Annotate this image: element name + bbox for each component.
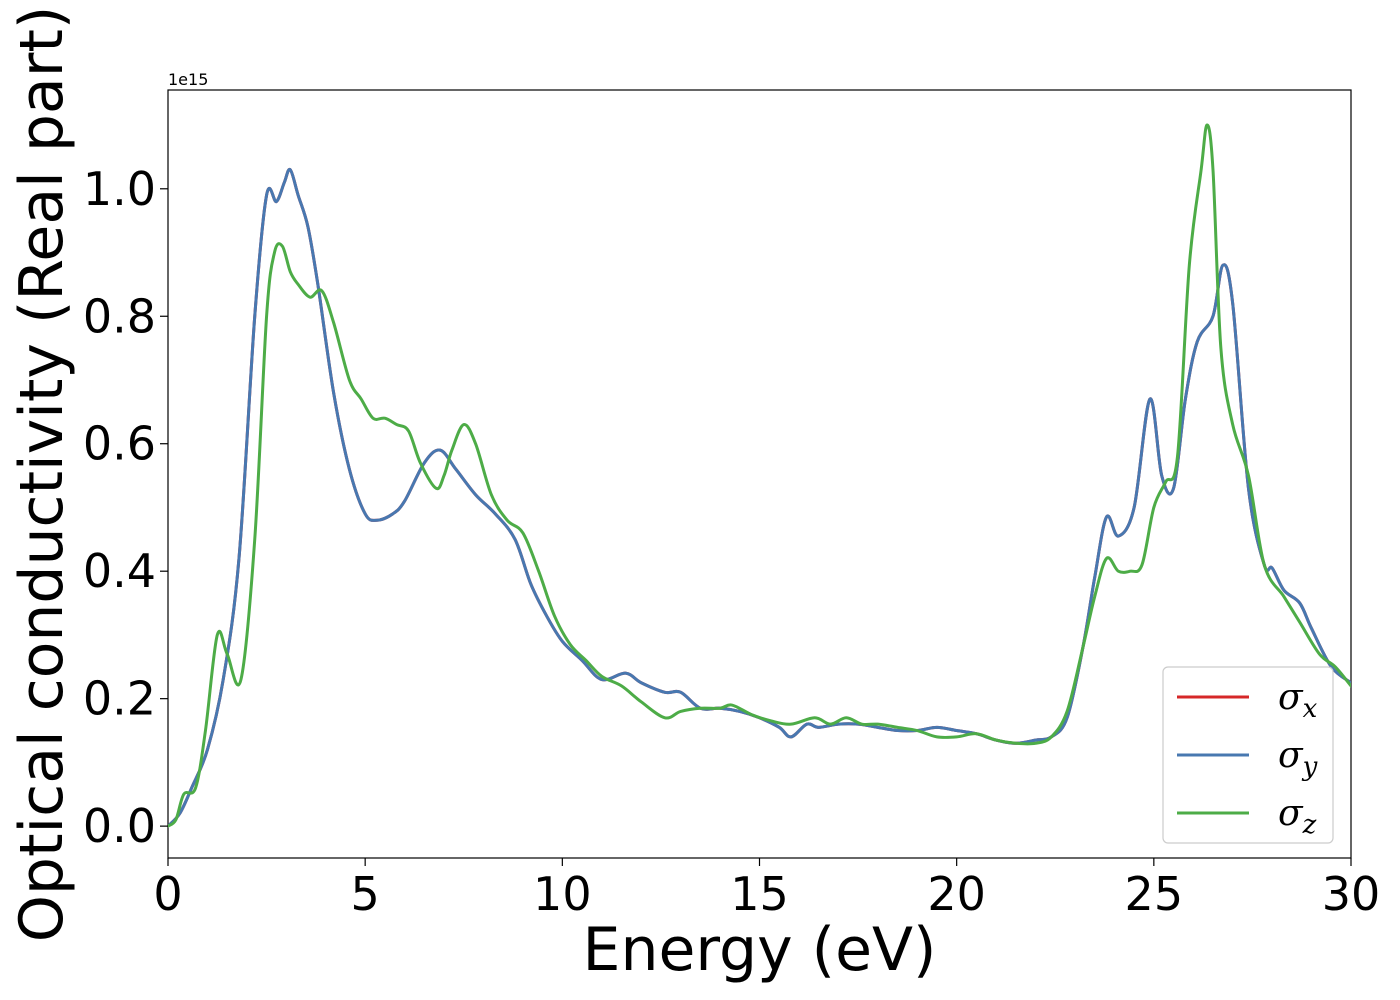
y-axis-ticks: 0.0 0.2 0.4 0.6 0.8 1.0 [83,162,168,853]
legend-label-y: σy [1278,735,1318,782]
x-tick-label: 5 [351,867,380,921]
y-tick-label: 1.0 [83,162,156,216]
x-axis-label: Energy (eV) [583,915,937,985]
y-axis-label: Optical conductivity (Real part) [7,6,77,943]
series-line-z [168,123,1351,828]
plot-area [167,89,1352,859]
x-tick-label: 0 [153,867,182,921]
x-axis-ticks: 0 5 10 15 20 25 30 [153,858,1380,921]
legend-label-z: σz [1278,793,1317,840]
x-tick-label: 20 [927,867,986,921]
y-tick-label: 0.4 [83,544,156,598]
y-tick-label: 0.0 [83,799,156,853]
series-lines [168,123,1351,828]
y-tick-label: 0.6 [83,417,156,471]
x-tick-label: 15 [730,867,789,921]
x-tick-label: 10 [533,867,592,921]
legend: σx σy σz [1162,666,1334,844]
y-tick-label: 0.2 [83,672,156,726]
y-offset-label: 1e15 [168,70,208,89]
x-tick-label: 30 [1322,867,1381,921]
x-tick-label: 25 [1125,867,1184,921]
y-tick-label: 0.8 [83,289,156,343]
legend-label-x: σx [1278,677,1318,724]
